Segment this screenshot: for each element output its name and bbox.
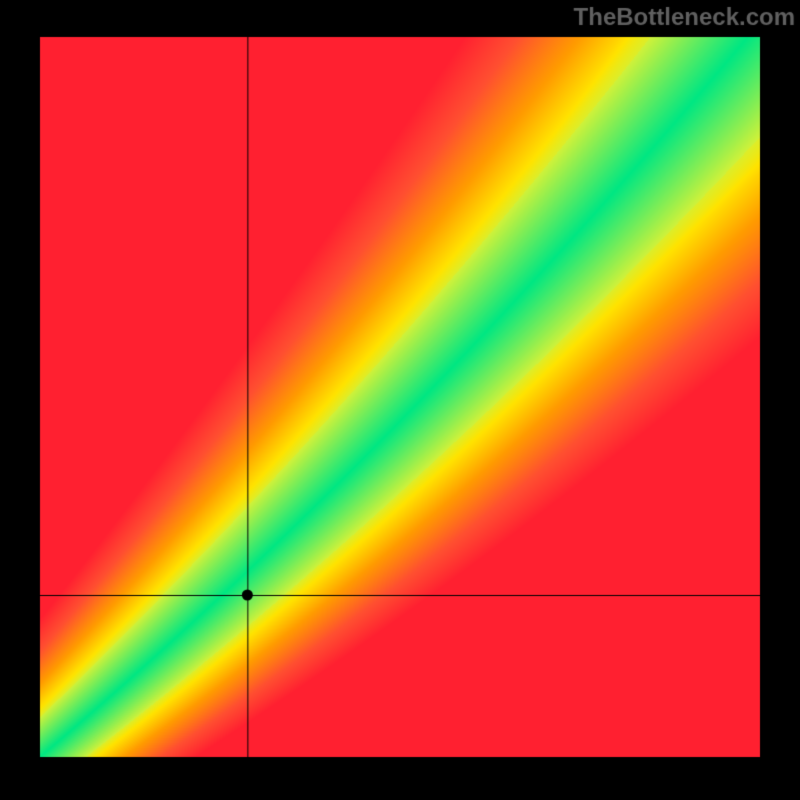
bottleneck-heatmap <box>0 0 800 800</box>
